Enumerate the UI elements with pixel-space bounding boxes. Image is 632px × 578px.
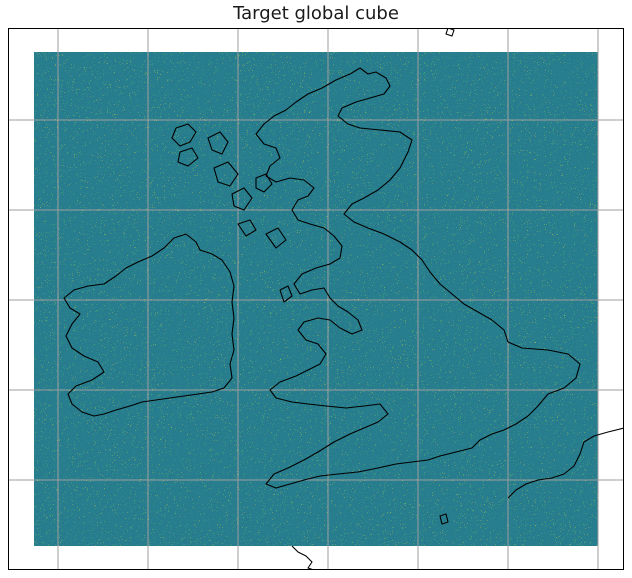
coastline-isle-3 xyxy=(207,131,229,155)
coastline-isle-1 xyxy=(171,123,197,147)
coastline-isle-4 xyxy=(213,161,239,187)
coastline-isle-6 xyxy=(255,173,273,193)
coastline-isle-of-man xyxy=(279,285,293,303)
map-frame-border xyxy=(8,28,624,570)
map-title: Target global cube xyxy=(233,3,399,24)
coastline-isle-2 xyxy=(177,147,199,167)
coastline-great-britain xyxy=(255,67,581,489)
coastline-north-isle xyxy=(445,28,455,37)
gridlines xyxy=(8,28,624,570)
coastline-brittany xyxy=(291,545,315,570)
coastline-isle-8 xyxy=(265,227,287,249)
map-figure xyxy=(8,28,624,570)
coastline-channel-isles xyxy=(439,513,449,525)
coastline-ireland xyxy=(63,233,235,417)
coastline-continent xyxy=(507,427,624,499)
coastline-isle-7 xyxy=(237,219,257,237)
coastlines xyxy=(63,28,624,570)
coastline-isle-5 xyxy=(231,187,253,211)
map-svg xyxy=(8,28,624,570)
raster-noise-purple xyxy=(37,54,598,546)
